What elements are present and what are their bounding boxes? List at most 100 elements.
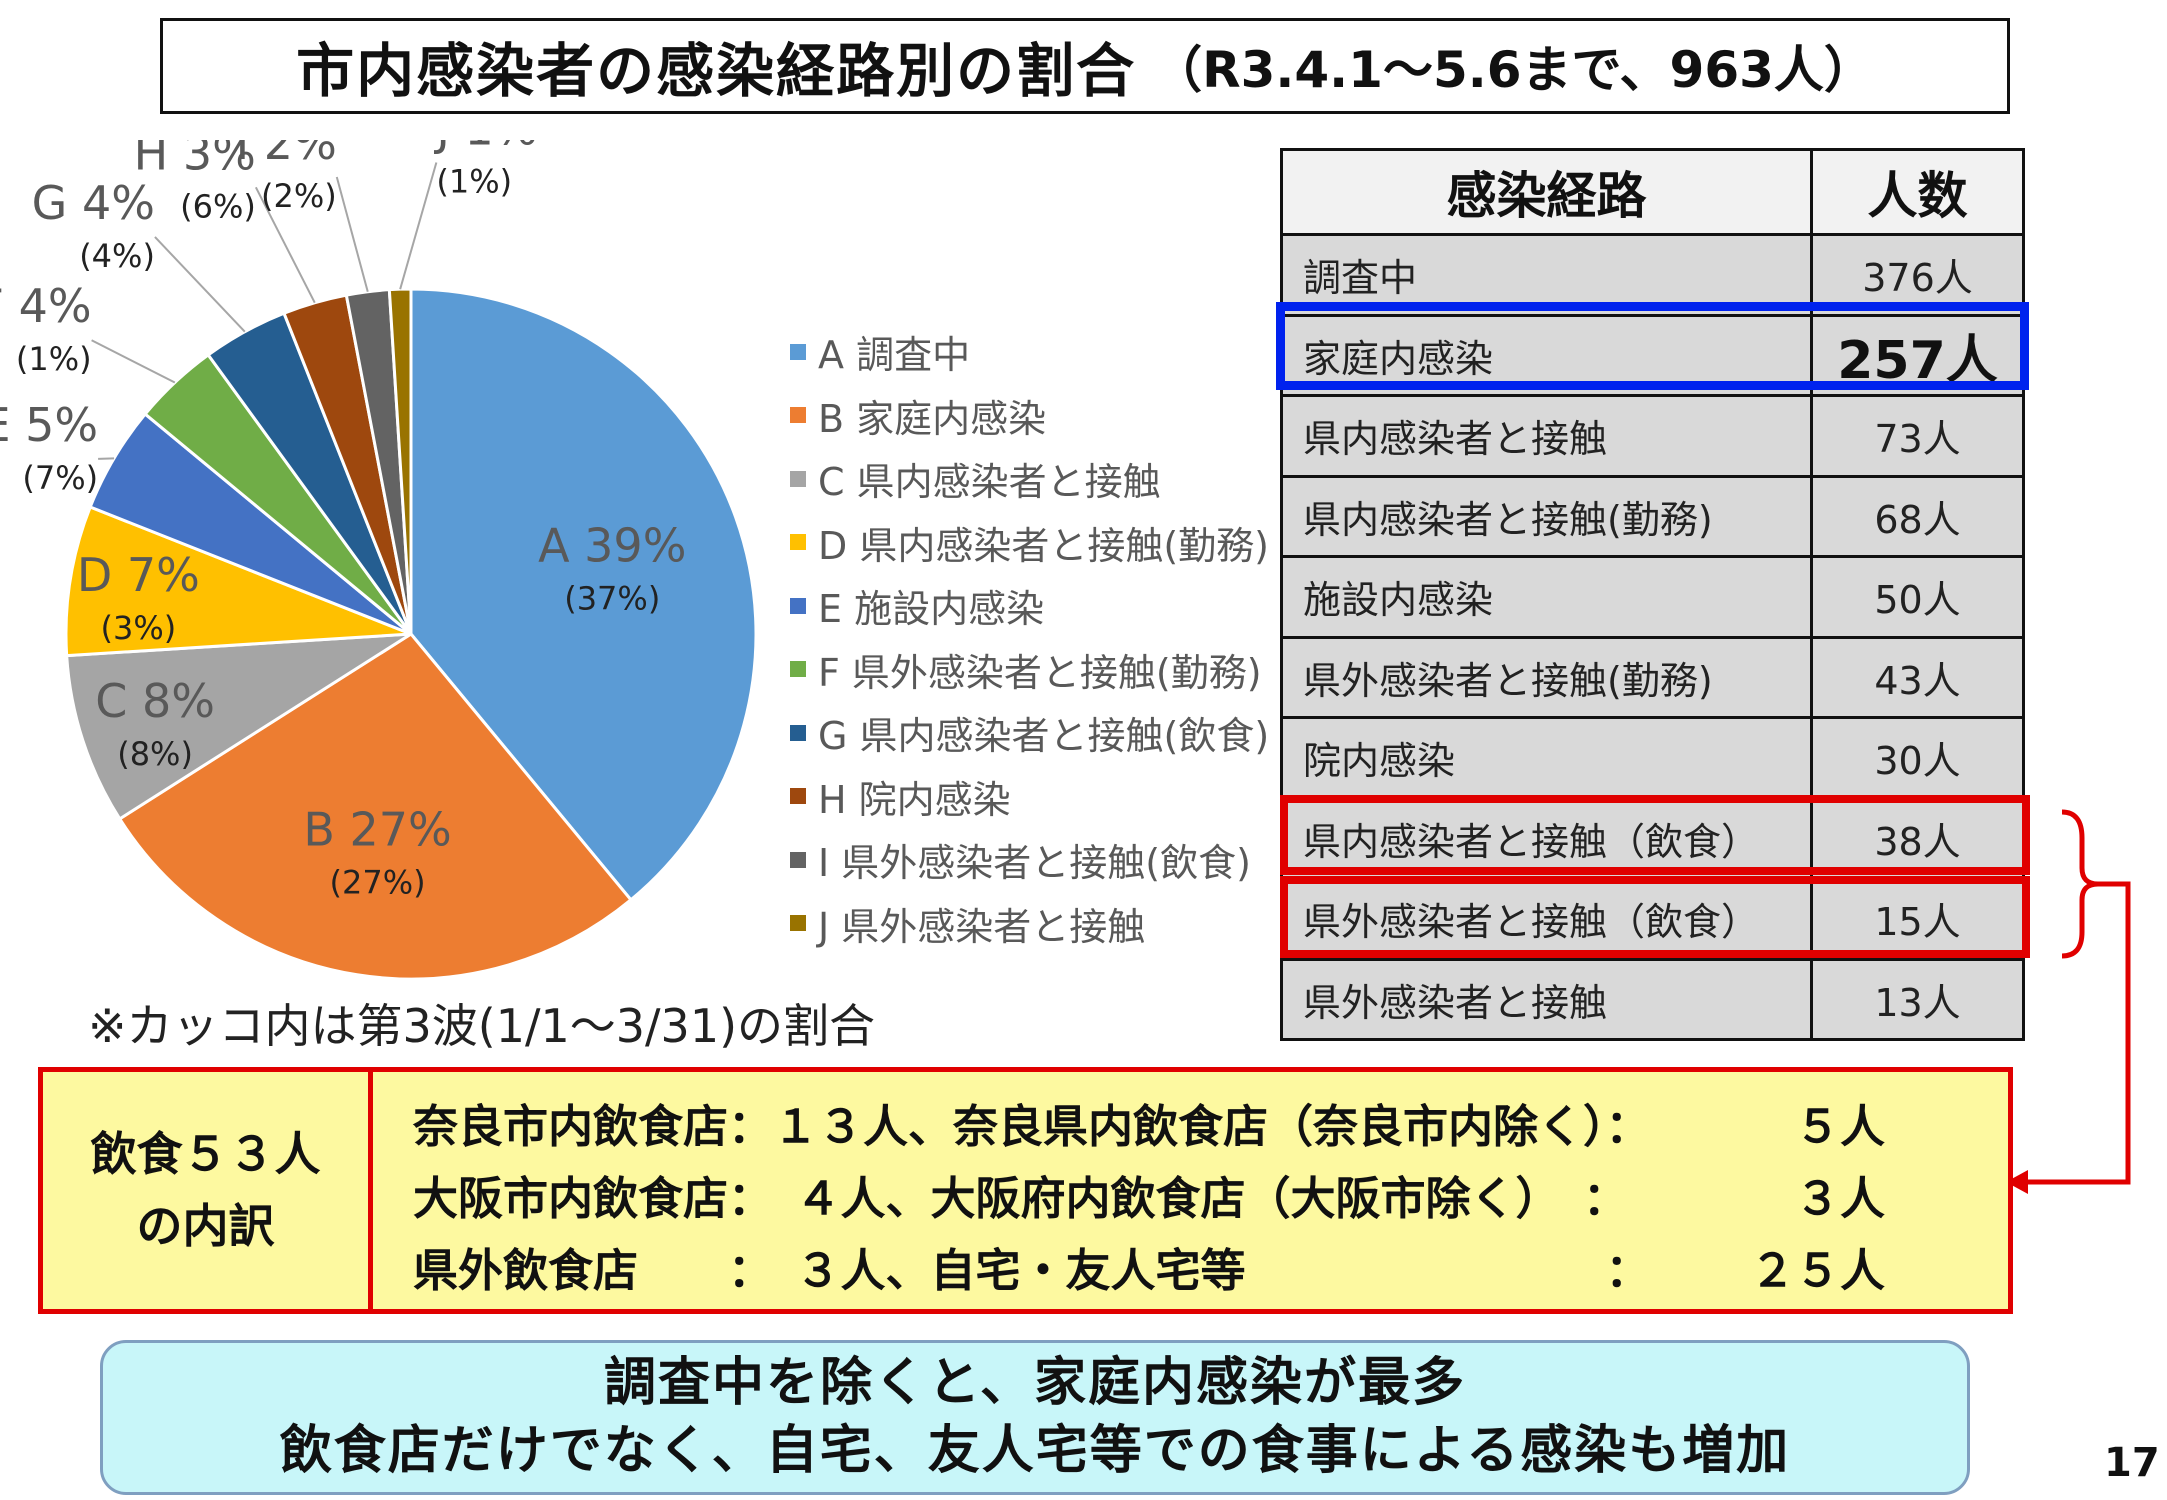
pie-label-B: B 27% [303,802,451,856]
chart-legend: A 調査中 B 家庭内感染 C 県内感染者と接触 D 県内感染者と接触(勤務) E 施設… [790,320,1269,955]
pie-slice-J [387,287,413,635]
pie-sublabel-B: (27%) [329,863,425,901]
breakdown-line-main: 県外飲食店 ： ３人、自宅・友人宅等 ： [413,1243,1651,1297]
route-cell: 院内感染 [1280,716,1813,800]
dining-breakdown-box: 飲食５３人 の内訳 奈良市内飲食店：１３人、奈良県内飲食店（奈良市内除く）： ５… [38,1067,2013,1314]
legend-item-G: G 県内感染者と接触(飲食) [790,701,1269,765]
legend-swatch-G [790,724,806,741]
breakdown-line-count: ５人 [1794,1099,1885,1153]
count-cell: 50人 [1810,555,2025,639]
pie-slice-C [65,632,412,821]
pie-label-H: H 3% [134,140,256,180]
legend-label-E: E 施設内感染 [818,587,1045,632]
breakdown-line: 奈良市内飲食店：１３人、奈良県内飲食店（奈良市内除く）： ５人 [413,1086,2008,1158]
route-table: 感染経路 人数 調査中 376人 家庭内感染 257人 県内感染者と接触 73人 県内… [1280,148,2025,1041]
legend-label-C: C 県内感染者と接触 [818,460,1161,505]
pie-sublabel-C: (8%) [117,735,193,773]
route-cell: 県内感染者と接触（飲食） [1280,796,1813,880]
count-cell: 30人 [1810,716,2025,800]
chart-note: ※カッコ内は第3波(1/1～3/31)の割合 [88,999,876,1053]
table-row: 施設内感染 50人 [1280,555,2025,639]
route-cell: 県外感染者と接触（飲食） [1280,877,1813,961]
pie-label-J: J 1% [433,140,537,155]
pie-label-G: G 4% [32,176,155,230]
legend-swatch-A [790,343,806,360]
legend-label-J: J 県外感染者と接触 [818,904,1146,949]
table-row: 調査中 376人 [1280,233,2025,317]
legend-item-F: F 県外感染者と接触(勤務) [790,638,1269,702]
table-row: 県内感染者と接触(勤務) 68人 [1280,474,2025,558]
table-row: 県内感染者と接触（飲食） 38人 [1280,796,2025,880]
table-row: 県外感染者と接触（飲食） 15人 [1280,877,2025,961]
page-title: 市内感染者の感染経路別の割合 [296,37,1137,105]
page-number: 17 [2104,1440,2160,1486]
route-cell: 県内感染者と接触 [1280,394,1813,478]
pie-sublabel-A: (37%) [564,580,660,618]
breakdown-line-main: 大阪市内飲食店： ４人、大阪府内飲食店（大阪市除く） ： [413,1171,1629,1225]
leader-line-F [91,339,176,384]
legend-swatch-F [790,661,806,678]
legend-label-A: A 調査中 [818,333,971,378]
pie-label-F: F 4% [0,279,92,333]
route-cell: 県外感染者と接触 [1280,957,1813,1041]
route-cell: 施設内感染 [1280,555,1813,639]
table-header-count: 人数 [1810,148,2025,236]
legend-swatch-D [790,534,806,551]
route-cell: 県外感染者と接触(勤務) [1280,635,1813,719]
legend-label-H: H 院内感染 [818,777,1011,822]
legend-label-I: I 県外感染者と接触(飲食) [818,841,1251,886]
breakdown-label: 飲食５３人 の内訳 [43,1072,373,1309]
legend-swatch-E [790,597,806,614]
conclusion-line2: 飲食店だけでなく、自宅、友人宅等での食事による感染も増加 [279,1420,1791,1481]
breakdown-line: 大阪市内飲食店： ４人、大阪府内飲食店（大阪市除く） ： ３人 [413,1158,2008,1230]
pie-sublabel-J: (1%) [436,162,512,200]
pie-sublabel-D: (3%) [101,609,177,647]
breakdown-label-line2: の内訳 [136,1198,275,1253]
legend-label-F: F 県外感染者と接触(勤務) [818,650,1262,695]
breakdown-lines: 奈良市内飲食店：１３人、奈良県内飲食店（奈良市内除く）： ５人 大阪市内飲食店：… [373,1072,2008,1309]
pie-slice-D [64,505,412,658]
pie-label-E: E 5% [0,398,98,452]
conclusion-line1: 調査中を除くと、家庭内感染が最多 [604,1352,1466,1413]
leader-line-I [335,176,369,292]
count-cell: 376人 [1810,233,2025,317]
pie-slice-A [409,287,758,902]
legend-item-I: I 県外感染者と接触(飲食) [790,828,1269,892]
legend-swatch-J [790,915,806,932]
legend-swatch-H [790,788,806,805]
conclusion-box: 調査中を除くと、家庭内感染が最多 飲食店だけでなく、自宅、友人宅等での食事による… [100,1340,1970,1495]
breakdown-line-main: 奈良市内飲食店：１３人、奈良県内飲食店（奈良市内除く）： [413,1099,1651,1153]
table-row: 県内感染者と接触 73人 [1280,394,2025,478]
legend-item-E: E 施設内感染 [790,574,1269,638]
pie-chart: A 39% (37%) B 27% (27%) C 8% (8%) D 7% (3%) E 5%… [0,140,758,981]
table-row: 院内感染 30人 [1280,716,2025,800]
page-subtitle: （R3.4.1～5.6まで、963人） [1152,41,1874,99]
table-row: 県外感染者と接触(勤務) 43人 [1280,635,2025,719]
title-box: 市内感染者の感染経路別の割合 （R3.4.1～5.6まで、963人） [160,18,2010,114]
count-cell: 73人 [1810,394,2025,478]
count-cell: 13人 [1810,957,2025,1041]
leader-line-H [254,186,316,304]
legend-item-B: B 家庭内感染 [790,384,1269,448]
count-cell: 68人 [1810,474,2025,558]
pie-sublabel-H: (6%) [180,187,256,225]
legend-label-G: G 県内感染者と接触(飲食) [818,714,1270,759]
table-header-row: 感染経路 人数 [1280,148,2025,236]
legend-item-H: H 院内感染 [790,765,1269,829]
pie-sublabel-E: (7%) [22,459,98,497]
breakdown-line: 県外飲食店 ： ３人、自宅・友人宅等 ： ２５人 [413,1230,2008,1302]
pie-label-C: C 8% [95,674,215,728]
pie-sublabel-I: (2%) [261,177,337,215]
count-cell: 43人 [1810,635,2025,719]
legend-item-A: A 調査中 [790,320,1269,384]
pie-slice-B [117,632,634,981]
pie-sublabel-G: (4%) [79,237,155,275]
legend-label-B: B 家庭内感染 [818,396,1047,441]
table-row: 家庭内感染 257人 [1280,313,2025,397]
breakdown-label-line1: 飲食５３人 [90,1127,321,1182]
pie-label-A: A 39% [538,519,686,573]
leader-line-G [154,236,246,333]
connector-arrow [2006,809,2131,1194]
legend-swatch-C [790,470,806,487]
legend-item-D: D 県内感染者と接触(勤務) [790,511,1269,575]
